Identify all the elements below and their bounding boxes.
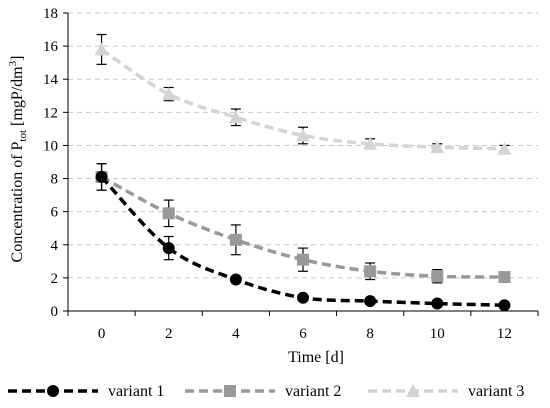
series-3-point (94, 42, 109, 56)
series-2-point (498, 271, 511, 284)
series-2 (95, 163, 511, 284)
series-2-point (364, 265, 377, 278)
legend-item-3: variant 3 (368, 383, 524, 400)
series-1-point (297, 291, 309, 304)
y-axis-title-subscript: tot (17, 130, 29, 142)
series-3-point (228, 110, 243, 124)
series-3-point (296, 128, 310, 142)
legend-item-1: variant 1 (8, 383, 164, 400)
series-1-point (162, 242, 175, 255)
x-tick-label-8: 8 (366, 326, 374, 342)
y-tick-label-2: 2 (51, 271, 59, 287)
legend-swatch-marker (406, 384, 420, 397)
x-tick-label-6: 6 (299, 326, 307, 342)
series-3-point (161, 87, 176, 101)
y-axis-title-suffix: [mgP/dm (9, 66, 26, 130)
legend: variant 1 variant 2 variant 3 (8, 383, 524, 400)
y-axis-title-superscript: 3 (7, 60, 19, 66)
x-tick-label-10: 10 (430, 326, 445, 342)
y-tick-labels: 0 2 4 6 8 10 12 14 16 18 (43, 6, 59, 320)
x-tick-label-4: 4 (232, 326, 240, 342)
y-tick-label-8: 8 (51, 172, 59, 188)
legend-label: variant 2 (285, 383, 341, 400)
y-axis-title-close: ] (9, 56, 26, 61)
series-2-point (162, 207, 175, 220)
y-axis-title: Concentration of Ptot [mgP/dm3] (7, 56, 29, 263)
x-tick-label-0: 0 (98, 326, 106, 342)
series-2-point (297, 253, 309, 266)
series-2-point (431, 270, 444, 283)
legend-swatch-marker (47, 385, 59, 397)
series-2-point (229, 233, 242, 246)
y-tick-label-18: 18 (43, 6, 58, 22)
series-1-point (431, 297, 444, 310)
legend-swatch-marker (224, 385, 236, 397)
x-axis-title: Time [d] (288, 349, 344, 366)
gridlines (68, 12, 538, 279)
y-tick-label-0: 0 (51, 304, 59, 320)
y-tick-label-16: 16 (43, 39, 59, 55)
y-tick-label-4: 4 (51, 238, 59, 254)
series-3 (94, 33, 512, 155)
axes (63, 12, 539, 316)
series-group (94, 33, 512, 312)
series-1-point (95, 170, 108, 183)
series-3-point (430, 140, 445, 154)
series-1-point (498, 299, 511, 312)
series-3-point (497, 141, 512, 155)
y-tick-label-10: 10 (43, 138, 58, 154)
y-tick-label-14: 14 (43, 72, 59, 88)
legend-label: variant 1 (108, 383, 164, 400)
y-tick-label-6: 6 (51, 205, 59, 221)
series-1-line (100, 175, 505, 307)
x-tick-label-2: 2 (165, 326, 173, 342)
legend-item-2: variant 2 (185, 383, 341, 400)
x-tick-labels: 0 2 4 6 8 10 12 (98, 326, 512, 342)
legend-label: variant 3 (468, 383, 524, 400)
series-1-point (229, 273, 242, 286)
y-tick-label-12: 12 (43, 105, 58, 121)
series-1 (95, 163, 511, 312)
y-axis-title-prefix: Concentration of P (9, 141, 26, 262)
series-3-point (363, 136, 378, 150)
x-tick-label-12: 12 (497, 326, 512, 342)
series-1-point (364, 295, 377, 308)
